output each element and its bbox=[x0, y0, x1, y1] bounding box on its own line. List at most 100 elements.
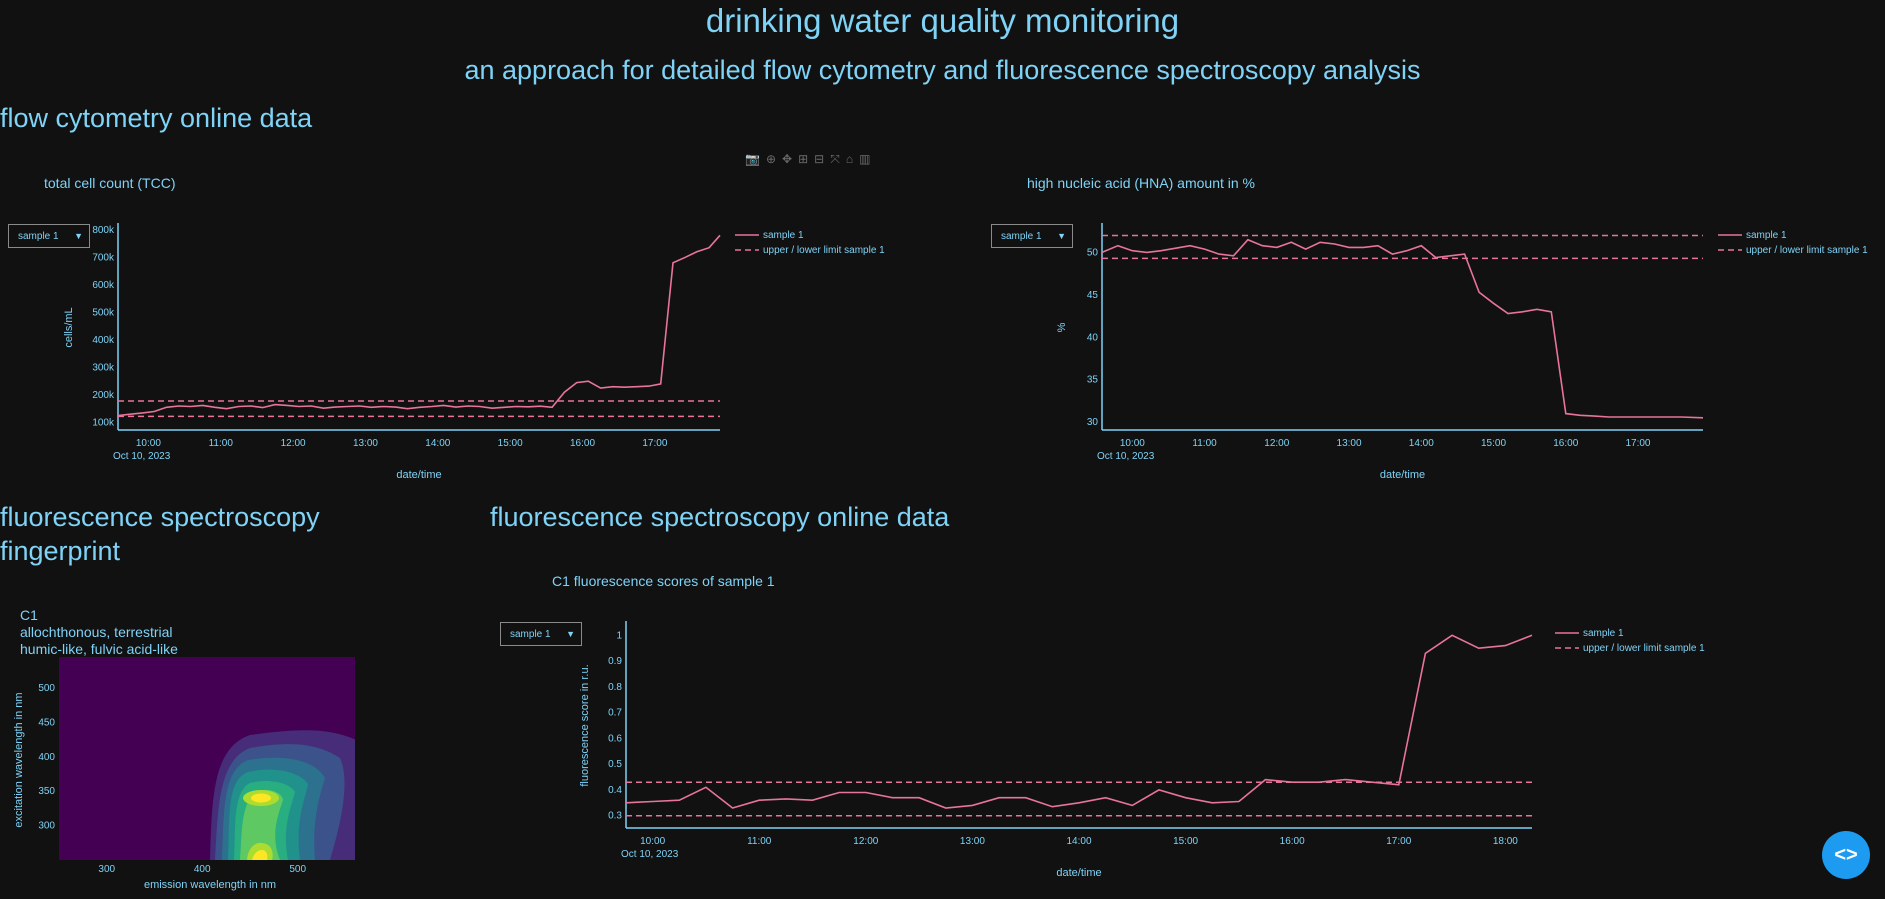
x-tick-label: 13:00 bbox=[353, 438, 378, 449]
legend-item-sample[interactable]: sample 1 bbox=[763, 230, 804, 241]
y-tick-label: 400k bbox=[92, 335, 115, 346]
code-toggle-button[interactable]: <> bbox=[1822, 831, 1870, 879]
zoom-out-icon[interactable]: ⊟ bbox=[814, 152, 825, 166]
x-tick-label: 11:00 bbox=[1192, 438, 1217, 449]
x-tick-label: 15:00 bbox=[498, 438, 523, 449]
x-tick-label: 13:00 bbox=[960, 836, 985, 847]
x-tick-label: 12:00 bbox=[1264, 438, 1289, 449]
autoscale-icon[interactable]: ⤧ bbox=[830, 152, 840, 166]
x-tick-label: 16:00 bbox=[570, 438, 595, 449]
fingerprint-y-tick: 400 bbox=[38, 752, 55, 763]
sample-dropdown-hna[interactable]: sample 1 ▼ bbox=[991, 224, 1073, 248]
x-tick-label: 16:00 bbox=[1553, 438, 1578, 449]
x-tick-label: 16:00 bbox=[1280, 836, 1305, 847]
section-title-fingerprint-line2: fingerprint bbox=[0, 536, 121, 566]
x-tick-label: 10:00 bbox=[640, 836, 665, 847]
chart-title-c1: C1 fluorescence scores of sample 1 bbox=[552, 573, 775, 589]
page-title: drinking water quality monitoring bbox=[705, 2, 1180, 39]
section-title-flow-cytometry: flow cytometry online data bbox=[0, 103, 313, 133]
x-tick-label: 17:00 bbox=[1625, 438, 1650, 449]
caret-down-icon: ▼ bbox=[566, 629, 575, 639]
plotly-logo-icon[interactable]: ▥ bbox=[859, 152, 871, 166]
y-tick-label: 800k bbox=[92, 225, 115, 236]
y-tick-label: 0.6 bbox=[608, 733, 622, 744]
y-tick-label: 100k bbox=[92, 417, 115, 428]
legend-item-limit[interactable]: upper / lower limit sample 1 bbox=[1746, 245, 1868, 256]
hna-chart[interactable]: 30 35 40 45 50 10:00 11:00 12:00 13:00 14:00 15:00… bbox=[985, 210, 1885, 480]
y-tick-label: 200k bbox=[92, 390, 115, 401]
x-tick-label: 14:00 bbox=[1409, 438, 1434, 449]
chart-title-tcc: total cell count (TCC) bbox=[44, 175, 176, 191]
camera-icon[interactable]: 📷 bbox=[745, 152, 760, 166]
x-tick-label: 10:00 bbox=[136, 438, 161, 449]
series-line-sample-1[interactable] bbox=[625, 634, 1533, 809]
y-tick-label: 700k bbox=[92, 252, 115, 263]
contour-levels bbox=[210, 730, 355, 860]
y-tick-label: 35 bbox=[1087, 375, 1099, 386]
x-date-note: Oct 10, 2023 bbox=[621, 849, 679, 860]
x-date-note: Oct 10, 2023 bbox=[1097, 451, 1155, 462]
x-tick-label: 17:00 bbox=[1386, 836, 1411, 847]
caret-down-icon: ▼ bbox=[1057, 231, 1066, 241]
x-tick-label: 15:00 bbox=[1173, 836, 1198, 847]
zoom-in-icon[interactable]: ⊞ bbox=[798, 152, 809, 166]
x-tick-label: 18:00 bbox=[1493, 836, 1518, 847]
x-axis-label: date/time bbox=[1380, 469, 1425, 480]
y-axis-label: fluorescence score in r.u. bbox=[579, 664, 591, 786]
fingerprint-y-tick: 300 bbox=[38, 821, 55, 832]
x-tick-label: 15:00 bbox=[1481, 438, 1506, 449]
y-tick-label: 1 bbox=[616, 630, 622, 641]
x-tick-label: 10:00 bbox=[1120, 438, 1145, 449]
pan-icon[interactable]: ✥ bbox=[782, 152, 793, 166]
fingerprint-y-tick: 350 bbox=[38, 786, 55, 797]
y-axis-label: % bbox=[1056, 322, 1068, 332]
y-tick-label: 0.5 bbox=[608, 759, 622, 770]
legend-item-sample[interactable]: sample 1 bbox=[1746, 230, 1787, 241]
x-axis-label: date/time bbox=[1056, 867, 1101, 879]
fingerprint-info: C1 allochthonous, terrestrial humic-like… bbox=[20, 607, 178, 658]
y-tick-label: 0.3 bbox=[608, 811, 622, 822]
y-tick-label: 300k bbox=[92, 362, 115, 373]
x-tick-label: 14:00 bbox=[425, 438, 450, 449]
y-tick-label: 50 bbox=[1087, 247, 1099, 258]
fingerprint-y-tick: 450 bbox=[38, 717, 55, 728]
section-title-fingerprint-line1: fluorescence spectroscopy bbox=[0, 502, 320, 532]
zoom-icon[interactable]: ⊕ bbox=[765, 152, 777, 166]
section-title-fingerprint: fluorescence spectroscopy fingerprint bbox=[0, 500, 320, 568]
fingerprint-x-tick: 300 bbox=[98, 864, 115, 875]
tcc-chart[interactable]: 100k 200k 300k 400k 500k 600k 700k 800k 10:00 11:… bbox=[0, 210, 920, 480]
reset-axes-icon[interactable]: ⌂ bbox=[845, 152, 854, 166]
series-line-sample-1[interactable] bbox=[117, 234, 721, 417]
x-date-note: Oct 10, 2023 bbox=[113, 451, 171, 462]
code-brackets-icon: <> bbox=[1834, 843, 1858, 866]
y-axis-label: cells/mL bbox=[63, 307, 75, 347]
y-tick-label: 0.9 bbox=[608, 656, 622, 667]
sample-dropdown-tcc[interactable]: sample 1 ▼ bbox=[8, 224, 90, 248]
fingerprint-xlabel: emission wavelength in nm bbox=[144, 879, 276, 891]
legend-item-limit[interactable]: upper / lower limit sample 1 bbox=[1583, 643, 1705, 654]
sample-dropdown-value: sample 1 bbox=[18, 230, 59, 242]
fingerprint-contour-plot[interactable]: 300 400 500 300 350 400 450 500 emission wavele… bbox=[0, 650, 370, 895]
legend-item-limit[interactable]: upper / lower limit sample 1 bbox=[763, 245, 885, 256]
fingerprint-desc1: allochthonous, terrestrial bbox=[20, 624, 173, 640]
x-tick-label: 11:00 bbox=[747, 836, 772, 847]
sample-dropdown-value: sample 1 bbox=[510, 628, 551, 640]
plot-modebar: 📷 ⊕ ✥ ⊞ ⊟ ⤧ ⌂ ▥ bbox=[745, 152, 870, 167]
y-tick-label: 0.8 bbox=[608, 682, 622, 693]
sample-dropdown-c1[interactable]: sample 1 ▼ bbox=[500, 622, 582, 646]
x-tick-label: 14:00 bbox=[1066, 836, 1091, 847]
x-tick-label: 12:00 bbox=[853, 836, 878, 847]
page-subtitle: an approach for detailed flow cytometry … bbox=[464, 55, 1421, 85]
x-tick-label: 13:00 bbox=[1337, 438, 1362, 449]
sample-dropdown-value: sample 1 bbox=[1001, 230, 1042, 242]
fingerprint-ylabel: excitation wavelength in nm bbox=[13, 692, 25, 827]
y-tick-label: 0.4 bbox=[608, 785, 622, 796]
legend-item-sample[interactable]: sample 1 bbox=[1583, 628, 1624, 639]
x-tick-label: 17:00 bbox=[642, 438, 667, 449]
caret-down-icon: ▼ bbox=[74, 231, 83, 241]
c1-chart[interactable]: 0.3 0.4 0.5 0.6 0.7 0.8 0.9 1 10:00 11:00 12:00 13:… bbox=[560, 610, 1760, 880]
y-tick-label: 30 bbox=[1087, 417, 1099, 428]
series-line-sample-1[interactable] bbox=[1101, 238, 1704, 419]
section-title-fluorescence-online: fluorescence spectroscopy online data bbox=[490, 502, 950, 532]
y-tick-label: 0.7 bbox=[608, 708, 622, 719]
